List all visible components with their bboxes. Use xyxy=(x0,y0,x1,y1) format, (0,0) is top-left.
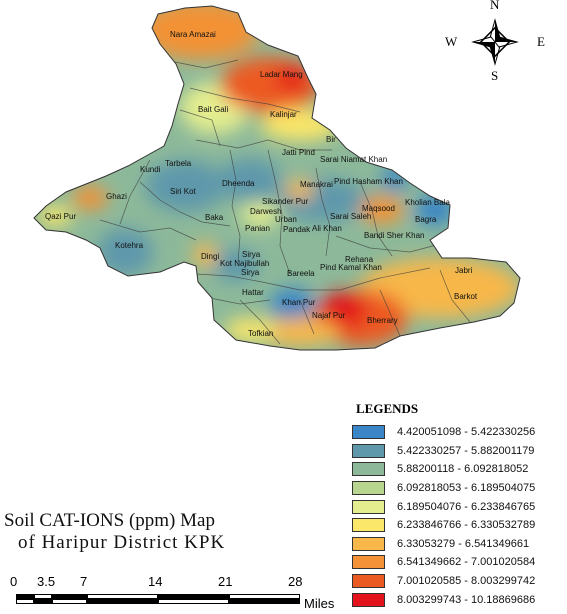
place-label: Bir xyxy=(326,135,336,144)
legend-label: 6.189504076 - 6.233846765 xyxy=(397,500,536,513)
legend-item: 8.003299743 - 10.18869686 xyxy=(352,590,562,609)
legend-item: 4.420051098 - 5.422330256 xyxy=(352,423,562,442)
place-label: Manakrai xyxy=(300,180,333,189)
place-label: Bareela xyxy=(287,269,315,278)
legend-label: 7.001020585 - 8.003299742 xyxy=(397,575,536,588)
legend-swatch xyxy=(352,499,385,514)
place-label: Jatti Pind xyxy=(282,148,315,157)
legend-item: 6.233846766 - 6.330532789 xyxy=(352,516,562,535)
legend-item: 6.33053279 - 6.541349661 xyxy=(352,535,562,554)
place-label: Pandak xyxy=(283,225,311,234)
legend-swatch xyxy=(352,536,385,551)
map-title: Soil CAT-IONS (ppm) Map of Haripur Distr… xyxy=(4,510,304,554)
place-label: Bait Gali xyxy=(198,105,228,114)
legend-swatch xyxy=(352,574,385,589)
place-label: Kalinjar xyxy=(270,110,297,119)
place-label: Nara Amazai xyxy=(170,30,216,39)
place-label: Dingi xyxy=(201,252,219,261)
place-label: Bherrary xyxy=(367,316,398,325)
legend-swatch xyxy=(352,443,385,458)
place-label: Darwesh xyxy=(250,207,282,216)
place-label: Ghazi xyxy=(106,192,127,201)
compass-west: W xyxy=(445,34,458,49)
place-label: Maqsood xyxy=(362,204,395,213)
legend-label: 6.33053279 - 6.541349661 xyxy=(397,537,530,550)
legend-label: 6.092818053 - 6.189504075 xyxy=(397,482,536,495)
legend-item: 5.422330257 - 5.882001179 xyxy=(352,442,562,461)
scale-tick-3-5: 3.5 xyxy=(37,574,56,589)
place-label: Kot Najibullah xyxy=(220,259,269,268)
scale-unit: Miles xyxy=(304,596,335,611)
scale-tick-28: 28 xyxy=(288,574,303,589)
place-label: Tarbela xyxy=(165,159,192,168)
place-label: Bagra xyxy=(415,215,437,224)
place-label: Tofkian xyxy=(248,329,273,338)
scale-tick-14: 14 xyxy=(148,574,163,589)
place-label: Rehana xyxy=(345,255,374,264)
place-label: Sirya xyxy=(242,250,261,259)
place-label: Kundi xyxy=(140,165,161,174)
soil-cation-map: Nara Amazai Ladar Mang Bait Gali Kalinjar Bi… xyxy=(33,0,545,351)
place-label: Hattar xyxy=(242,288,264,297)
legend-swatch xyxy=(352,462,385,477)
place-labels: Nara Amazai Ladar Mang Bait Gali Kalinjar Bi… xyxy=(45,30,478,338)
scale-bar: 0 3.5 7 14 21 28 Miles xyxy=(0,574,360,614)
legend-item: 7.001020585 - 8.003299742 xyxy=(352,572,562,591)
legend-item: 5.88200118 - 6.092818052 xyxy=(352,460,562,479)
legend-label: 6.233846766 - 6.330532789 xyxy=(397,519,536,532)
legend-items: 4.420051098 - 5.422330256 5.422330257 - 5… xyxy=(352,423,562,609)
place-label: Panian xyxy=(245,224,270,233)
legend-title: LEGENDS xyxy=(356,401,419,416)
place-label: Urban xyxy=(275,215,297,224)
place-label: Sirya xyxy=(241,268,260,277)
place-label: Kholian Bala xyxy=(405,198,450,207)
map-title-line1: Soil CAT-IONS (ppm) Map xyxy=(4,510,215,531)
scale-bar-track xyxy=(16,594,300,604)
scale-tick-0: 0 xyxy=(10,574,18,589)
scale-tick-7: 7 xyxy=(80,574,88,589)
legend-label: 5.88200118 - 6.092818052 xyxy=(397,463,529,476)
scale-tick-21: 21 xyxy=(218,574,233,589)
place-label: Pind Kamal Khan xyxy=(320,263,382,272)
place-label: Najaf Pur xyxy=(312,311,346,320)
place-label: Kotehra xyxy=(115,241,144,250)
map-title-line2: of Haripur District KPK xyxy=(18,532,226,553)
place-label: Bandi Sher Khan xyxy=(364,231,425,240)
place-label: Khan Pur xyxy=(282,298,316,307)
place-label: Dheenda xyxy=(222,179,255,188)
place-label: Ali Khan xyxy=(312,224,342,233)
legend: LEGENDS 4.420051098 - 5.422330256 5.42233… xyxy=(352,401,562,609)
place-label: Pind Hasham Khan xyxy=(334,177,403,186)
place-label: Sarai Niamat Khan xyxy=(320,155,387,164)
legend-item: 6.189504076 - 6.233846765 xyxy=(352,497,562,516)
compass-south: S xyxy=(491,68,498,83)
legend-swatch xyxy=(352,481,385,496)
legend-swatch xyxy=(352,592,385,607)
legend-item: 6.541349662 - 7.001020584 xyxy=(352,553,562,572)
legend-label: 5.422330257 - 5.882001179 xyxy=(397,444,535,457)
place-label: Baka xyxy=(205,213,224,222)
compass-east: E xyxy=(537,34,545,49)
place-label: Jabri xyxy=(455,266,473,275)
legend-item: 6.092818053 - 6.189504075 xyxy=(352,479,562,498)
legend-swatch xyxy=(352,425,385,440)
place-label: Siri Kot xyxy=(170,187,197,196)
legend-label: 6.541349662 - 7.001020584 xyxy=(397,556,536,569)
legend-label: 4.420051098 - 5.422330256 xyxy=(397,426,536,439)
place-label: Qazi Pur xyxy=(45,212,76,221)
place-label: Barkot xyxy=(454,292,478,301)
legend-label: 8.003299743 - 10.18869686 xyxy=(397,593,536,606)
place-label: Ladar Mang xyxy=(260,70,303,79)
legend-swatch xyxy=(352,518,385,533)
district-boundary xyxy=(33,5,521,351)
place-label: Sarai Saleh xyxy=(330,212,371,221)
legend-swatch xyxy=(352,555,385,570)
north-arrow-icon: N S E W xyxy=(445,0,545,83)
place-label: Sikander Pur xyxy=(262,197,309,206)
compass-north: N xyxy=(490,0,500,12)
